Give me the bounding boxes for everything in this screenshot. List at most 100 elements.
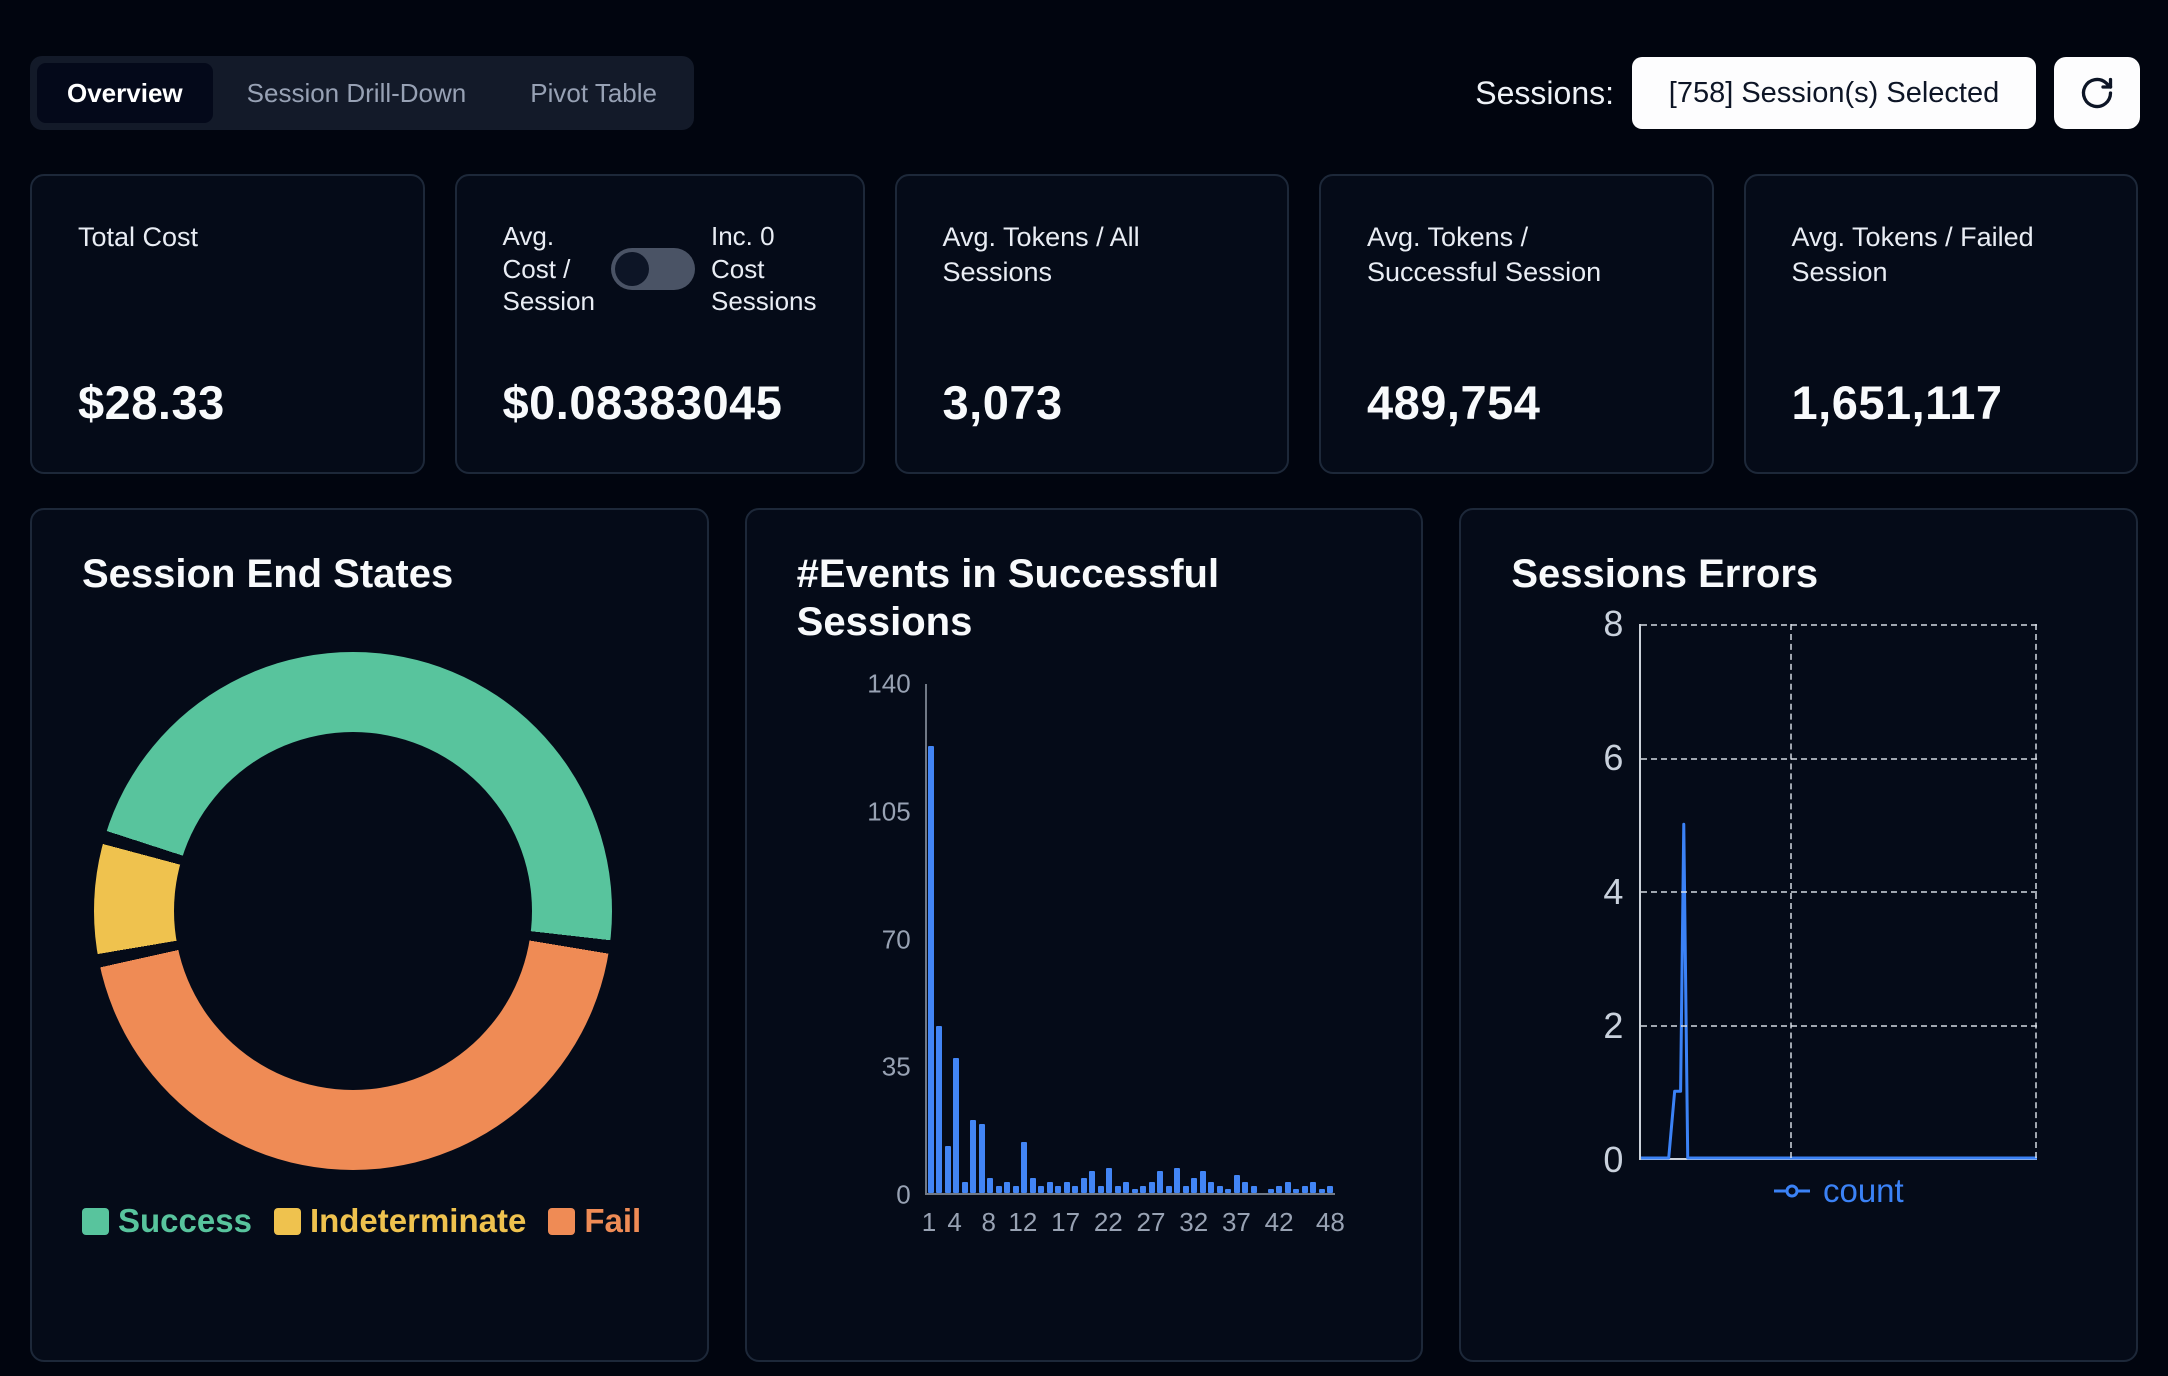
legend-label: Success	[118, 1202, 252, 1239]
line-plot	[1639, 624, 2038, 1160]
tab-pivot-table[interactable]: Pivot Table	[530, 77, 657, 108]
bar	[987, 1178, 994, 1193]
line-y-tick-label: 2	[1603, 1005, 1624, 1046]
stats-row: Total Cost $28.33 Avg. Cost / Session In…	[30, 174, 2138, 474]
stat-value: $28.33	[78, 376, 225, 429]
stat-title: Total Cost	[78, 222, 199, 252]
toggle-knob	[615, 251, 649, 286]
tab-overview[interactable]: Overview	[37, 63, 213, 123]
legend-swatch	[273, 1207, 301, 1235]
bar	[944, 1145, 951, 1193]
gridline-vertical	[1789, 624, 1792, 1158]
bar-x-tick-label: 32	[1179, 1207, 1209, 1237]
stat-value: $0.08383045	[502, 376, 783, 429]
refresh-button[interactable]	[2054, 57, 2140, 129]
sessions-select[interactable]: [758] Session(s) Selected	[1632, 57, 2036, 129]
stat-card-avg-tokens-all: Avg. Tokens / All Sessions 3,073	[894, 174, 1289, 474]
bar-y-tick-label: 0	[896, 1179, 911, 1210]
chart-title: Sessions Errors	[1511, 552, 1819, 596]
bar	[1233, 1174, 1240, 1193]
bar	[1310, 1182, 1317, 1193]
tab-bar: Overview Session Drill-Down Pivot Table	[30, 56, 694, 130]
bar	[1012, 1185, 1019, 1193]
stat-card-avg-tokens-successful: Avg. Tokens / Successful Session 489,754	[1319, 174, 1714, 474]
bar-x-tick-label: 4	[947, 1207, 962, 1237]
stat-card-total-cost: Total Cost $28.33	[30, 174, 425, 474]
bar-x-tick-label: 1	[921, 1207, 937, 1237]
bar	[1131, 1189, 1138, 1193]
tab-session-drill-down[interactable]: Session Drill-Down	[246, 77, 467, 108]
bar-plot	[924, 684, 1335, 1195]
gridline-horizontal	[1641, 624, 2038, 626]
bar	[1267, 1189, 1274, 1193]
bar-x-tick-label: 48	[1315, 1207, 1345, 1237]
bar	[1157, 1171, 1164, 1193]
bar	[1114, 1185, 1121, 1193]
bar-x-tick-label: 22	[1093, 1207, 1123, 1237]
bar	[1216, 1185, 1223, 1193]
stat-title: Avg. Tokens / All Sessions	[942, 222, 1140, 288]
bar-y-tick-label: 35	[881, 1051, 911, 1082]
stat-card-avg-tokens-failed: Avg. Tokens / Failed Session 1,651,117	[1743, 174, 2138, 474]
pie-legend: Success Indeterminate Fail	[82, 1202, 641, 1240]
bar	[978, 1123, 985, 1193]
legend-label: Indeterminate	[309, 1202, 527, 1239]
bar-y-tick-label: 105	[867, 796, 911, 827]
stat-value: 489,754	[1367, 376, 1541, 429]
gridline-horizontal	[1641, 757, 2038, 760]
bar	[1089, 1171, 1096, 1193]
bar	[995, 1185, 1002, 1193]
legend-item-fail[interactable]: Fail	[548, 1202, 641, 1240]
events-histogram-card: #Events in Successful Sessions 0 35 70 105 1…	[744, 508, 1424, 1362]
line-y-tick-label: 0	[1603, 1139, 1624, 1180]
bar	[927, 745, 934, 1193]
legend-swatch	[82, 1207, 109, 1235]
charts-row: Session End States Success Indeterminate F…	[30, 508, 2139, 1362]
stat-title: Avg. Tokens / Failed Session	[1791, 222, 2034, 288]
legend-swatch	[548, 1207, 576, 1235]
bar-x-tick-label: 37	[1221, 1207, 1251, 1237]
bar	[970, 1120, 977, 1193]
stat-value: 3,073	[942, 376, 1063, 429]
bar-x-tick-label: 12	[1008, 1207, 1038, 1237]
count-legend[interactable]: count	[1639, 1172, 2037, 1210]
bar	[1225, 1189, 1232, 1193]
bar	[936, 1025, 943, 1193]
avg-cost-label: Avg. Cost / Session	[502, 221, 596, 316]
bar	[1140, 1185, 1147, 1193]
legend-item-indeterminate[interactable]: Indeterminate	[273, 1202, 527, 1240]
bar-x-tick-label: 8	[981, 1207, 996, 1237]
stat-card-avg-cost: Avg. Cost / Session Inc. 0 Cost Sessions…	[454, 174, 865, 474]
bar	[1284, 1182, 1291, 1193]
zero-cost-toggle[interactable]	[611, 247, 695, 290]
bar	[1072, 1185, 1079, 1193]
bar-y-tick-label: 70	[881, 924, 911, 954]
bar	[1318, 1189, 1325, 1193]
line-series-svg	[1641, 822, 2038, 1160]
gridline-horizontal	[1641, 891, 2038, 893]
bar-x-tick-label: 42	[1264, 1207, 1294, 1237]
bar	[1080, 1178, 1087, 1193]
bar	[1097, 1185, 1104, 1193]
bar	[1055, 1185, 1062, 1193]
sessions-errors-card: Sessions Errors 0 2 4 6 8 count	[1459, 508, 2139, 1362]
gridline-horizontal	[1641, 1024, 2038, 1027]
bar	[1301, 1185, 1308, 1193]
line-y-tick-label: 4	[1603, 871, 1624, 912]
session-end-states-card: Session End States Success Indeterminate F…	[30, 508, 709, 1362]
donut-hole	[174, 732, 532, 1090]
line-y-tick-label: 8	[1603, 603, 1624, 644]
legend-item-success[interactable]: Success	[82, 1202, 252, 1240]
count-legend-label: count	[1822, 1172, 1904, 1209]
chart-title: Session End States	[82, 552, 454, 596]
bar	[961, 1182, 968, 1193]
stat-value: 1,651,117	[1791, 376, 2003, 429]
inc-zero-cost-label: Inc. 0 Cost Sessions	[711, 221, 817, 316]
donut-chart	[94, 652, 612, 1170]
bar	[1148, 1182, 1155, 1193]
bar-y-axis: 0 35 70 105 140	[807, 669, 911, 1210]
bar-x-tick-label: 27	[1136, 1207, 1166, 1237]
gridline-vertical	[2035, 624, 2038, 1158]
bar	[1208, 1182, 1215, 1193]
bar	[1063, 1182, 1070, 1193]
